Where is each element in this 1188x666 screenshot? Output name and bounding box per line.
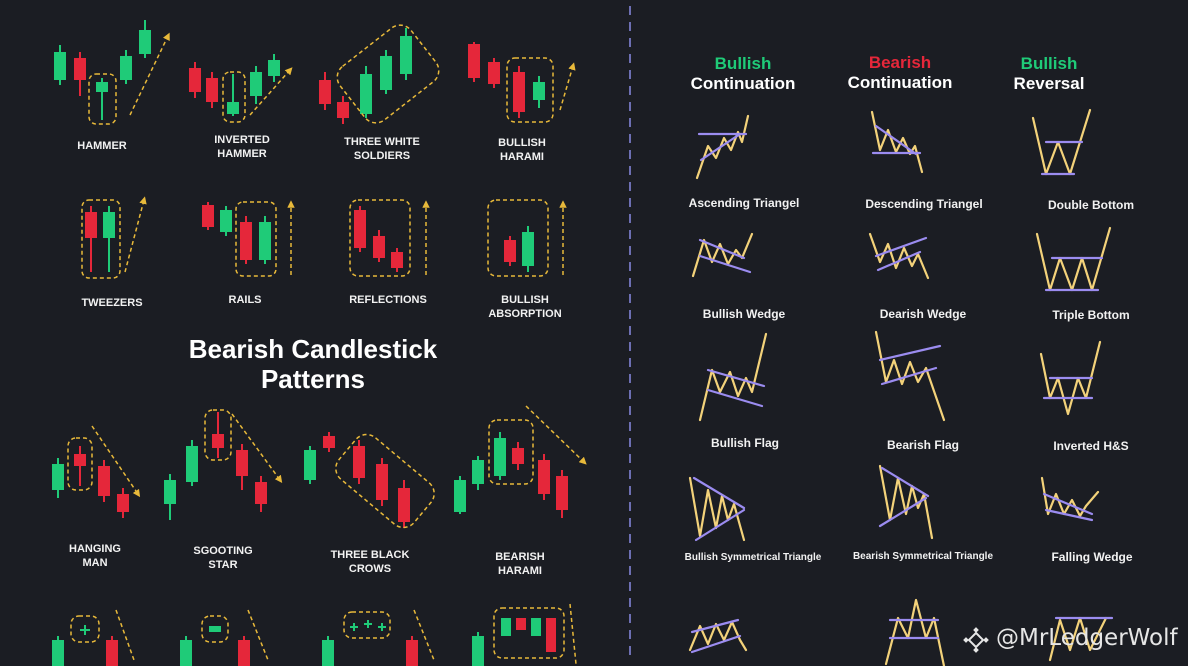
pattern-label-tweezers: TWEEZERS [81,297,143,309]
chart-label-falling-wedge: Falling Wedge [1051,550,1133,564]
triple-bottom-pattern [1035,226,1112,292]
bullish-symmetrical-triangle-pattern [688,476,746,542]
rails-pattern [202,200,295,277]
chart-label-inverted-hs: Inverted H&S [1053,439,1129,453]
partial-pattern-4 [472,603,577,666]
column-header-bullish-continuation: Bullish Continuation [690,54,796,93]
bullish-absorption-pattern [487,199,567,277]
pattern-label-reflections: REFLECTIONS [349,294,427,306]
inverted-hammer-pattern [189,54,293,123]
shooting-star-pattern [164,409,283,520]
column-header-bearish-continuation: Bearish Continuation [847,53,953,92]
column-header-bullish-reversal: Bullish Reversal [1013,54,1085,93]
pattern-label-bullish-harami: BULLISH HARAMI [498,137,546,163]
partial-pattern-3 [322,609,435,666]
inverted-head-and-shoulders-pattern [1039,340,1102,416]
descending-triangle-pattern [870,110,924,174]
pattern-label-inverted-hammer: INVERTED HAMMER [214,134,270,160]
reflections-pattern [349,199,430,277]
falling-wedge-pattern [1040,476,1100,522]
hammer-pattern [54,20,170,125]
partial-pattern-2 [180,609,269,666]
chart-label-bullish-symmetrical-triangle: Bullish Symmetrical Triangle [684,552,822,563]
chart-label-ascending-triangle: Ascending Triangel [688,196,800,210]
pattern-label-rails: RAILS [228,294,262,306]
bearish-flag-pattern [874,330,946,422]
pattern-label-three-black-crows: THREE BLACK CROWS [330,549,410,575]
partial-pattern-1 [52,609,135,666]
three-white-soldiers-pattern [319,24,440,124]
chart-label-double-bottom: Double Bottom [1048,198,1134,212]
bullish-flag-pattern [698,332,768,422]
chart-label-bullish-flag: Bullish Flag [710,436,780,450]
double-bottom-pattern [1031,108,1092,176]
bullish-harami-pattern [468,42,576,123]
chart-label-descending-triangle: Descending Triangel [865,197,983,211]
tweezers-pattern [81,196,147,279]
chart-label-bearish-flag: Bearish Flag [886,438,960,452]
partial-chart-pattern-3 [1048,616,1114,662]
chart-label-bullish-wedge: Bullish Wedge [702,307,786,321]
pattern-label-bullish-absorption: BULLISH ABSORPTION [488,294,562,320]
pattern-label-hanging-man: HANGING MAN [69,543,121,569]
partial-chart-pattern-1 [688,618,748,654]
hanging-man-pattern [52,425,141,518]
chart-label-triple-bottom: Triple Bottom [1052,308,1130,322]
chart-label-dearish-wedge: Dearish Wedge [879,307,967,321]
bearish-symmetrical-triangle-pattern [878,464,934,540]
dearish-wedge-pattern [868,232,930,280]
pattern-label-hammer: HAMMER [77,140,127,152]
ascending-triangle-pattern [695,114,750,180]
chart-label-bearish-symmetrical-triangle: Bearish Symmetrical Triangle [852,551,994,562]
three-black-crows-pattern [304,432,435,529]
bearish-harami-pattern [454,405,587,518]
partial-chart-pattern-2 [884,598,946,666]
binance-diamond-icon [963,627,989,653]
pattern-label-bearish-harami: BEARISH HARAMI [495,551,545,577]
section-heading-bearish-candlestick: Bearish Candlestick Patterns [188,334,438,394]
pattern-label-three-white-soldiers: THREE WHITE SOLDIERS [344,136,420,162]
pattern-label-shooting-star: SGOOTING STAR [193,545,253,571]
bullish-wedge-pattern [691,232,754,278]
watermark-handle: @MrLedgerWolf [996,625,1178,651]
